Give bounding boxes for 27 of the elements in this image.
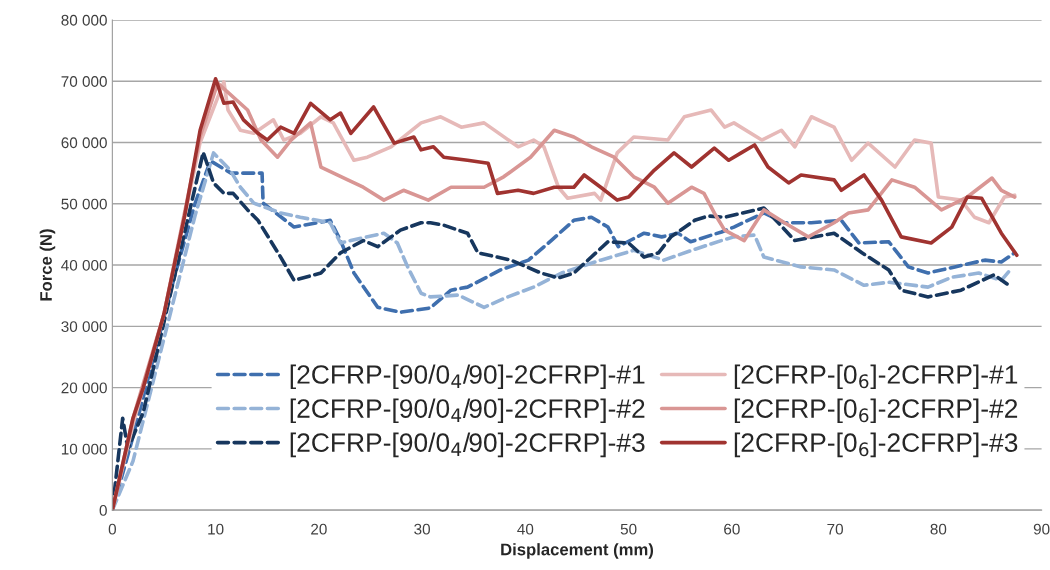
legend-label: [2CFRP-[90/0$_{4}$/90]-2CFRP]-#1 [290, 364, 645, 390]
y-tick-label: 30 000 [61, 321, 107, 333]
y-tick-label: 70 000 [61, 76, 107, 87]
y-tick-label: 0 [99, 505, 107, 516]
x-tick-label: 50 [620, 523, 637, 535]
y-tick-label: 20 000 [61, 382, 107, 394]
x-tick-label: 0 [108, 523, 116, 535]
x-tick-label: 80 [930, 523, 947, 535]
x-axis-title: Displacement (mm) [501, 543, 654, 559]
x-tick-label: 30 [414, 523, 430, 535]
y-tick-label: 10 000 [61, 443, 107, 455]
legend-label: [2CFRP-[0$_{6}$]-2CFRP]-#3 [734, 432, 1018, 458]
x-tick-label: 70 [827, 523, 843, 535]
y-tick-label: 50 000 [61, 198, 107, 210]
x-tick-label: 20 [311, 523, 327, 535]
legend-label: [2CFRP-[0$_{6}$]-2CFRP]-#1 [734, 364, 1018, 390]
x-tick-label: 40 [517, 523, 534, 535]
x-tick-label: 60 [724, 523, 740, 535]
y-axis-title: Force (N) [39, 229, 56, 301]
legend-label: [2CFRP-[90/0$_{4}$/90]-2CFRP]-#2 [290, 398, 645, 424]
x-tick-label: 90 [1033, 523, 1050, 535]
y-tick-label: 40 000 [61, 259, 107, 271]
legend-label: [2CFRP-[0$_{6}$]-2CFRP]-#2 [734, 398, 1018, 424]
y-tick-label: 60 000 [61, 137, 107, 149]
x-tick-label: 10 [208, 523, 224, 535]
legend-label: [2CFRP-[90/0$_{4}$/90]-2CFRP]-#3 [290, 432, 645, 458]
y-tick-label: 80 000 [61, 14, 107, 26]
